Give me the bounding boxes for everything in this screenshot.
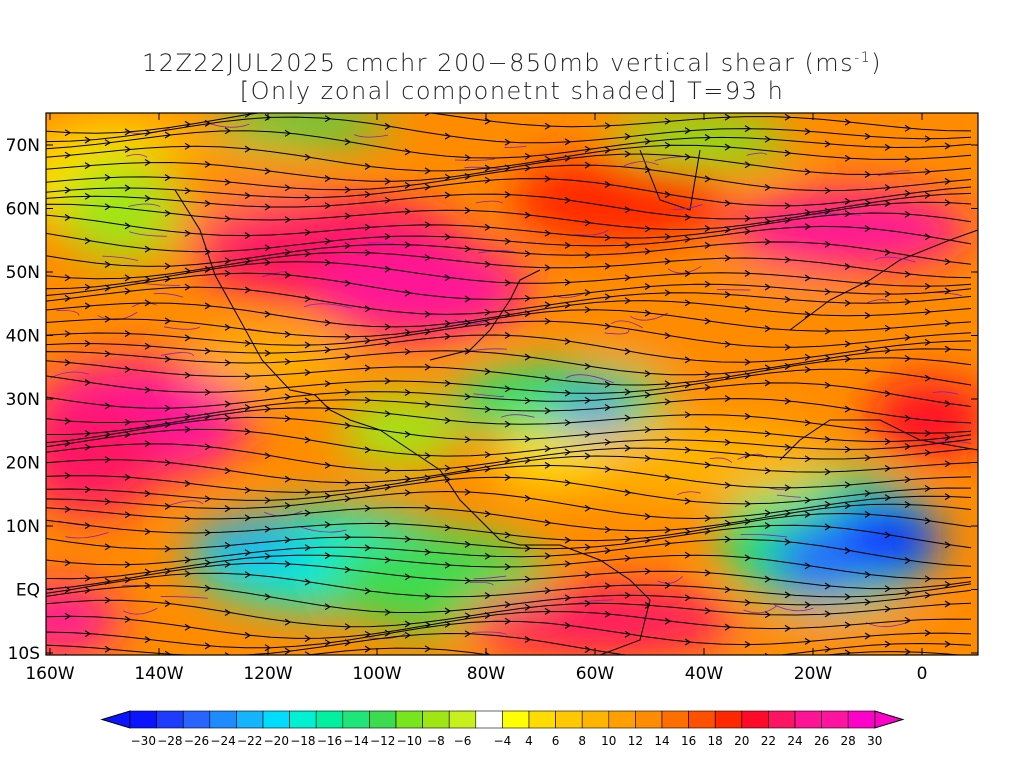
- colorbar-swatch: [821, 710, 849, 729]
- lon-tick-label: 20W: [794, 664, 833, 684]
- colorbar-swatch: [555, 710, 583, 729]
- colorbar-label: −30: [131, 734, 156, 748]
- colorbar-swatch: [289, 710, 317, 729]
- coastlines: [174, 149, 978, 655]
- colorbar-swatch: [236, 710, 264, 729]
- colorbar-label: −6: [454, 734, 472, 748]
- colorbar-swatch: [688, 710, 716, 729]
- colorbar-label: −10: [397, 734, 422, 748]
- colorbar-label: 14: [654, 734, 669, 748]
- lon-tick-label: 0: [917, 664, 928, 684]
- lon-tick-label: 100W: [352, 664, 401, 684]
- colorbar-swatch: [182, 710, 211, 729]
- colorbar-swatch: [395, 710, 423, 729]
- colorbar-swatch: [581, 710, 610, 729]
- lat-tick-label: 20N: [6, 454, 40, 474]
- colorbar-swatch: [502, 710, 530, 729]
- lon-tick-label: 40W: [685, 664, 724, 684]
- colorbar-swatch: [422, 710, 450, 729]
- map-frame: [45, 112, 979, 656]
- colorbar-arrow-left: [100, 710, 131, 729]
- colorbar-swatch: [156, 710, 184, 729]
- colorbar-label: 20: [734, 734, 749, 748]
- colorbar-label: 26: [814, 734, 829, 748]
- lat-tick-label: 70N: [6, 136, 40, 156]
- lon-tick-label: 80W: [467, 664, 506, 684]
- colorbar-label: −12: [370, 734, 395, 748]
- title-line-1: 12Z22JUL2025 cmchr 200−850mb vertical sh…: [141, 49, 883, 77]
- colorbar-label: 4: [525, 734, 533, 748]
- colorbar-swatch: [768, 710, 796, 729]
- colorbar-swatch: [475, 710, 503, 729]
- colorbar-label: 10: [601, 734, 616, 748]
- colorbar-swatch: [262, 710, 290, 729]
- colorbar-label: −26: [184, 734, 209, 748]
- longitude-axis: 160W 140W 120W 100W 80W 60W 40W 20W 0: [25, 113, 927, 684]
- colorbar-swatch: [209, 710, 237, 729]
- colorbar: −30 −28 −26 −24 −22 −20 −18 −16 −14 −12 −10 −8 −6 −4 4…: [100, 710, 905, 748]
- colorbar-label: −8: [427, 734, 445, 748]
- colorbar-swatch: [635, 710, 663, 729]
- title-line-2: [Only zonal componetnt shaded] T=93 h: [239, 77, 785, 105]
- colorbar-label: 28: [841, 734, 856, 748]
- colorbar-swatch: [847, 710, 876, 729]
- colorbar-label: −22: [237, 734, 262, 748]
- colorbar-swatch: [369, 710, 397, 729]
- latitude-axis: 70N 60N 50N 40N 30N 20N 10N EQ 10S: [6, 136, 978, 664]
- colorbar-label: −20: [264, 734, 289, 748]
- colorbar-swatch: [315, 710, 344, 729]
- lat-tick-label: 10N: [6, 517, 40, 537]
- colorbar-label: 8: [578, 734, 586, 748]
- colorbar-swatch: [342, 710, 370, 729]
- colorbar-swatch: [794, 710, 822, 729]
- colorbar-label: 16: [681, 734, 696, 748]
- colorbar-swatch: [528, 710, 556, 729]
- colorbar-swatch: [661, 710, 689, 729]
- chart-title: 12Z22JUL2025 cmchr 200−850mb vertical sh…: [0, 44, 1024, 105]
- colorbar-label: 22: [761, 734, 776, 748]
- colorbar-label: 30: [867, 734, 882, 748]
- lon-tick-label: 60W: [576, 664, 615, 684]
- colorbar-label: 12: [628, 734, 643, 748]
- colorbar-label: −16: [317, 734, 342, 748]
- colorbar-label: 6: [552, 734, 560, 748]
- colorbar-swatch: [714, 710, 743, 729]
- colorbar-label: −14: [343, 734, 368, 748]
- colorbar-swatch: [129, 710, 157, 729]
- colorbar-label: −18: [290, 734, 315, 748]
- lat-tick-label: 60N: [6, 200, 40, 220]
- lon-tick-label: 160W: [25, 664, 74, 684]
- lat-tick-label: 10S: [8, 644, 40, 664]
- lat-tick-label: 30N: [6, 390, 40, 410]
- map-area: [46, 113, 978, 655]
- colorbar-label: −4: [494, 734, 512, 748]
- colorbar-label: −24: [210, 734, 235, 748]
- colorbar-swatch: [608, 710, 636, 729]
- lon-tick-label: 120W: [243, 664, 292, 684]
- colorbar-label: −28: [157, 734, 182, 748]
- lat-tick-label: 40N: [6, 327, 40, 347]
- colorbar-swatch: [448, 710, 477, 729]
- lat-tick-label: EQ: [16, 581, 40, 601]
- colorbar-arrow-right: [874, 710, 905, 729]
- lon-tick-label: 140W: [134, 664, 183, 684]
- streamlines: [46, 113, 972, 655]
- colorbar-label: 24: [787, 734, 802, 748]
- lat-tick-label: 50N: [6, 263, 40, 283]
- colorbar-label: 18: [708, 734, 723, 748]
- colorbar-swatch: [741, 710, 769, 729]
